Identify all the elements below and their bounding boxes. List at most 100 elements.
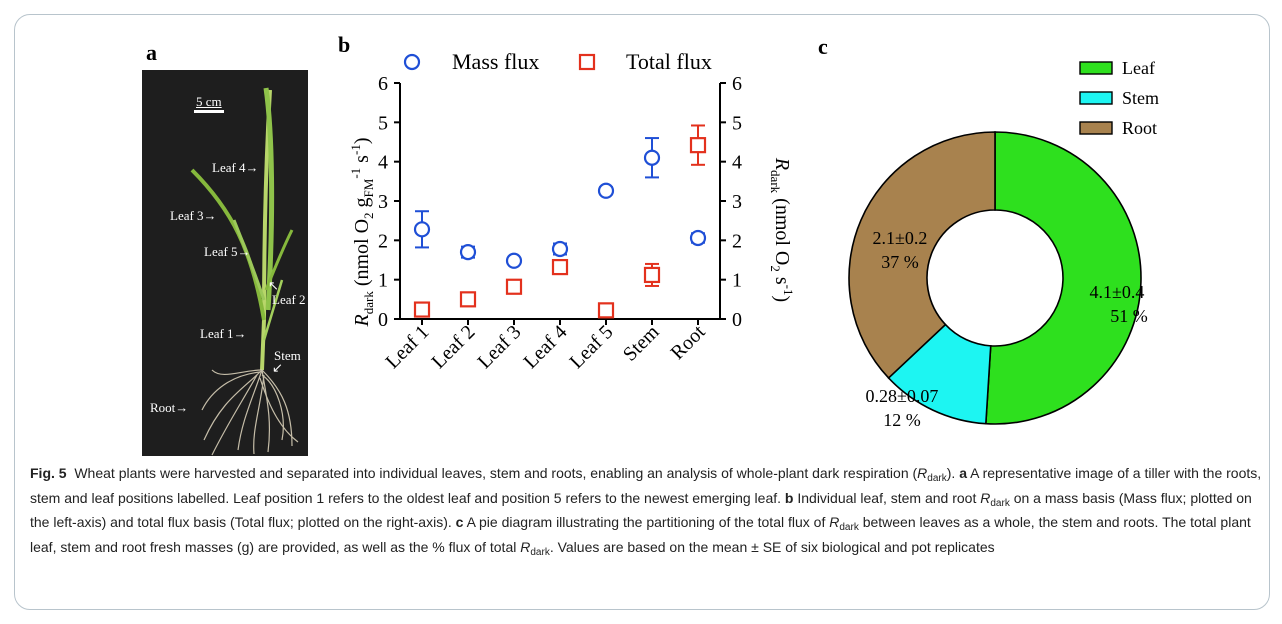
caption-text: A pie diagram illustrating the partition… bbox=[463, 514, 830, 530]
caption-text: Individual leaf, stem and root bbox=[793, 489, 981, 506]
caption-r: R bbox=[917, 465, 928, 481]
left-y-tick-label: 4 bbox=[378, 152, 388, 174]
mass-flux-legend-marker bbox=[403, 53, 421, 71]
total-flux-point bbox=[597, 302, 615, 319]
leaf-4-label: Leaf 4→ bbox=[212, 160, 259, 175]
left-y-tick-label: 2 bbox=[378, 230, 388, 252]
total-flux-point bbox=[459, 291, 477, 308]
left-y-tick-label: 3 bbox=[378, 191, 388, 213]
mass-flux-legend-label: Mass flux bbox=[452, 49, 539, 74]
right-y-tick-label: 1 bbox=[732, 270, 742, 292]
left-y-tick-label: 1 bbox=[378, 270, 388, 292]
root-legend-swatch bbox=[1079, 121, 1113, 135]
mass-flux-point bbox=[413, 221, 431, 238]
total-flux-point bbox=[505, 278, 523, 295]
figure-caption: Fig. 5 Wheat plants were harvested and s… bbox=[30, 464, 1262, 562]
x-tick-label: Leaf 2 bbox=[427, 321, 479, 373]
total-flux-point bbox=[689, 137, 707, 154]
total-flux-point bbox=[551, 258, 569, 276]
mass-flux-point bbox=[597, 182, 615, 199]
left-y-tick-label: 6 bbox=[378, 73, 388, 95]
right-y-axis-label: Rdark (nmol O2 s-1) bbox=[768, 157, 796, 302]
stem-percent-label: 12 % bbox=[883, 410, 921, 430]
leaf-3-label: Leaf 3→ bbox=[170, 208, 217, 223]
caption-text: between leaves as a whole, the stem and … bbox=[30, 514, 1251, 555]
mass-flux-point bbox=[551, 240, 569, 258]
total-flux-point bbox=[413, 301, 431, 318]
leaf-slice bbox=[984, 131, 1142, 425]
x-tick-label: Leaf 4 bbox=[519, 321, 571, 373]
x-tick-label: Root bbox=[666, 321, 709, 364]
stem-value-label: 0.28±0.07 bbox=[866, 386, 939, 406]
left-y-axis-label: Rdark (nmol O2 gFM-1 s-1) bbox=[348, 138, 376, 328]
caption-r: R bbox=[980, 489, 991, 506]
wheat-plant-drawing bbox=[142, 70, 308, 456]
right-y-tick-label: 2 bbox=[732, 230, 742, 252]
donut-slices bbox=[848, 131, 1142, 425]
stem-legend-swatch bbox=[1079, 91, 1113, 105]
leaf-percent-label: 51 % bbox=[1110, 306, 1148, 326]
leaf-legend-swatch bbox=[1079, 61, 1113, 75]
caption-dark: dark bbox=[530, 546, 550, 558]
total-flux-legend-marker bbox=[578, 53, 596, 71]
x-tick-label: Stem bbox=[619, 321, 664, 366]
caption-b: b bbox=[784, 489, 794, 506]
leaf-1-label: Leaf 1→ bbox=[200, 326, 247, 341]
root-legend-label: Root bbox=[1122, 118, 1157, 138]
right-y-tick-label: 3 bbox=[732, 191, 742, 213]
x-tick-label: Leaf 5 bbox=[565, 321, 617, 373]
caption-text: A representative image of a tiller with … bbox=[30, 465, 1262, 506]
right-y-tick-label: 4 bbox=[732, 152, 742, 174]
root-slice bbox=[848, 131, 996, 380]
caption-c: c bbox=[455, 514, 464, 530]
left-y-tick-label: 5 bbox=[378, 112, 388, 134]
root-percent-label: 37 % bbox=[881, 252, 919, 272]
stem-label: Stem bbox=[274, 348, 301, 363]
left-y-tick-label: 0 bbox=[378, 309, 388, 331]
donut-labels: 4.1±0.4 51 % 0.28±0.07 12 % 2.1±0.2 37 % bbox=[866, 228, 1148, 430]
caption-r: R bbox=[520, 538, 531, 555]
mass-flux-point bbox=[689, 229, 707, 247]
stem-arrow: ↙ bbox=[272, 360, 283, 375]
root-label: Root→ bbox=[150, 400, 189, 415]
wheat-plant-photo: 5 cm Leaf 4→ Leaf 3→ Leaf 5→ ↖ Leaf 2 Le… bbox=[142, 70, 308, 456]
caption-text: ). bbox=[946, 465, 960, 481]
caption-dark: dark bbox=[927, 473, 947, 484]
leaf-legend-label: Leaf bbox=[1122, 58, 1155, 78]
panel-a-letter: a bbox=[146, 40, 157, 65]
leaf-value-label: 4.1±0.4 bbox=[1090, 282, 1145, 302]
x-tick-label: Leaf 1 bbox=[381, 321, 433, 373]
mass-flux-point bbox=[643, 149, 661, 166]
mass-flux-point bbox=[459, 244, 477, 261]
leaf-2-label: Leaf 2 bbox=[272, 292, 306, 307]
caption-a: a bbox=[959, 465, 967, 481]
donut-legend: Leaf Stem Root bbox=[1079, 58, 1159, 138]
chart-marks bbox=[413, 124, 707, 319]
caption-r: R bbox=[829, 514, 840, 530]
caption-dark: dark bbox=[839, 522, 859, 533]
right-y-tick-label: 0 bbox=[732, 309, 742, 331]
chart-legend: Mass flux Total flux bbox=[403, 49, 712, 74]
panel-c-letter: c bbox=[818, 34, 828, 59]
donut-chart: 4.1±0.4 51 % 0.28±0.07 12 % 2.1±0.2 37 % Leaf… bbox=[848, 58, 1159, 430]
mass-flux-point bbox=[505, 252, 523, 269]
right-y-tick-label: 6 bbox=[732, 73, 742, 95]
leaf-2-arrow: ↖ bbox=[268, 278, 279, 293]
total-flux-legend-label: Total flux bbox=[626, 49, 712, 74]
total-flux-point bbox=[643, 266, 661, 284]
caption-text: on a mass basis (Mass flux; plotted on t… bbox=[30, 489, 1252, 531]
caption-fig-label: Fig. 5 bbox=[30, 465, 67, 481]
stem-legend-label: Stem bbox=[1122, 88, 1159, 108]
caption-text: . Values are based on the mean ± SE of s… bbox=[549, 538, 995, 555]
caption-text: Wheat plants were harvested and separate… bbox=[74, 465, 918, 481]
scale-bar-label: 5 cm bbox=[196, 94, 222, 109]
x-tick-label: Leaf 3 bbox=[473, 321, 525, 373]
panel-b-letter: b bbox=[338, 32, 351, 57]
figure-frame bbox=[14, 14, 1270, 610]
right-y-tick-label: 5 bbox=[732, 112, 742, 134]
root-value-label: 2.1±0.2 bbox=[873, 228, 928, 248]
caption-dark: dark bbox=[990, 497, 1010, 509]
leaf-5-label: Leaf 5→ bbox=[204, 244, 251, 259]
